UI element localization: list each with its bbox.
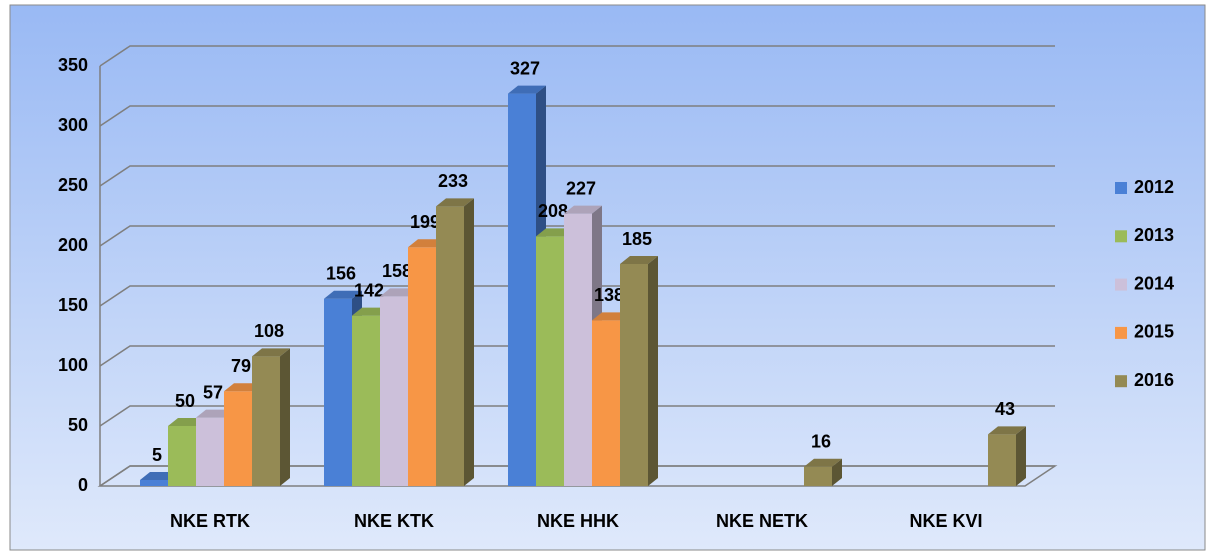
bar-face (804, 458, 842, 467)
bar-face (988, 434, 1016, 486)
bar-face (804, 466, 832, 486)
bar-face (648, 256, 658, 486)
grid-line (99, 345, 1055, 367)
value-label: 233 (438, 171, 468, 191)
grid-line (99, 405, 1055, 427)
y-tick-label: 250 (58, 175, 88, 195)
bar-face (252, 348, 290, 357)
y-tick-label: 150 (58, 295, 88, 315)
bar-face (508, 93, 536, 486)
value-label: 138 (594, 285, 624, 305)
y-tick-label: 200 (58, 235, 88, 255)
y-tick-label: 100 (58, 355, 88, 375)
y-tick-label: 300 (58, 115, 88, 135)
grid-line (99, 105, 1055, 127)
legend-swatch (1115, 230, 1127, 243)
value-label: 108 (254, 321, 284, 341)
legend-swatch (1115, 326, 1127, 339)
value-label: 156 (326, 264, 356, 284)
value-label: 227 (566, 178, 596, 198)
bar-face (352, 315, 380, 486)
x-tick-label: NKE HHK (537, 511, 619, 531)
value-label: 327 (510, 58, 540, 78)
legend-swatch (1115, 375, 1127, 388)
value-label: 57 (203, 382, 223, 402)
legend-label: 2013 (1134, 225, 1174, 245)
bar-face (592, 320, 620, 486)
legend-swatch (1115, 182, 1127, 194)
bar-face (324, 298, 352, 486)
bar-face (408, 247, 436, 486)
value-label: 158 (382, 261, 412, 281)
legend-swatch (1115, 278, 1127, 291)
bar (620, 256, 658, 486)
bar-face (620, 256, 658, 264)
grid-line (99, 165, 1055, 187)
bar-face (380, 296, 408, 486)
bar-face (564, 213, 592, 486)
bar-face (436, 198, 474, 207)
bar-face (564, 205, 602, 214)
bar-face (508, 85, 546, 94)
bar-face (620, 264, 648, 486)
x-tick-label: NKE KVI (909, 511, 982, 531)
bar-face (436, 206, 464, 486)
legend-label: 2014 (1134, 273, 1174, 293)
bar-face (536, 236, 564, 486)
bar-face (464, 198, 474, 486)
bar-face (1016, 426, 1026, 486)
grid-line (99, 465, 1055, 487)
bar (252, 348, 290, 486)
bar-face (832, 458, 842, 486)
bar-face (324, 290, 362, 299)
legend-label: 2015 (1134, 322, 1174, 342)
y-tick-label: 0 (78, 475, 88, 495)
bar-face (224, 391, 252, 486)
bar (988, 426, 1026, 486)
x-tick-label: NKE KTK (354, 511, 434, 531)
y-tick-label: 50 (68, 415, 88, 435)
y-tick-label: 350 (58, 55, 88, 75)
bar-face (280, 348, 290, 486)
value-label: 50 (175, 391, 195, 411)
x-tick-label: NKE NETK (716, 511, 808, 531)
bar-face (252, 356, 280, 486)
legend-label: 2016 (1134, 370, 1174, 390)
value-label: 142 (354, 280, 384, 300)
bar (436, 198, 474, 486)
value-label: 208 (538, 201, 568, 221)
value-label: 185 (622, 229, 652, 249)
value-label: 16 (811, 432, 831, 452)
x-tick-label: NKE RTK (170, 511, 250, 531)
grid-line (99, 285, 1055, 307)
legend-label: 2012 (1134, 177, 1174, 197)
bar-face (196, 417, 224, 486)
value-label: 79 (231, 356, 251, 376)
bar-face (988, 426, 1026, 435)
bar-face (168, 426, 196, 486)
value-label: 5 (152, 445, 162, 465)
bar (804, 458, 842, 486)
value-label: 43 (995, 399, 1015, 419)
grid-line (99, 225, 1055, 247)
bar-face (140, 480, 168, 486)
grid-line (99, 45, 1055, 67)
value-label: 199 (410, 212, 440, 232)
